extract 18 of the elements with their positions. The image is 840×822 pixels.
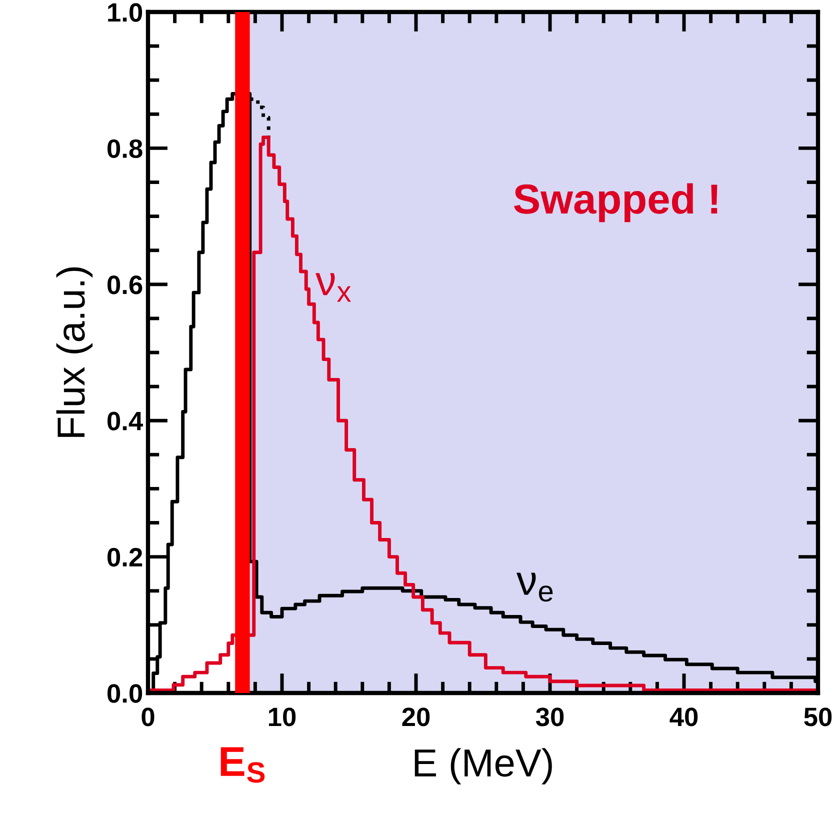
y-tick-label: 0.2 xyxy=(108,548,142,567)
y-tick-label: 0.8 xyxy=(108,139,142,158)
band-label: E$_{S}$ xyxy=(220,747,265,783)
annotation: ν$_{e}$ xyxy=(516,572,553,602)
annotation: Swapped ! xyxy=(514,183,718,222)
x-axis-title: E (MeV) xyxy=(414,748,552,784)
annotation: ν$_{x}$ xyxy=(316,273,351,302)
x-tick-label: 50 xyxy=(804,708,832,726)
y-tick-label: 0.6 xyxy=(108,276,142,294)
y-tick-label: 1.0 xyxy=(108,3,142,22)
y-tick-label: 0.0 xyxy=(108,684,142,703)
x-tick-label: 30 xyxy=(536,708,564,726)
x-tick-label: 10 xyxy=(268,708,296,726)
y-tick-label: 0.4 xyxy=(108,412,143,430)
x-tick-label: 20 xyxy=(402,708,430,726)
y-axis-title: Flux (a.u.) xyxy=(56,267,93,437)
x-tick-label: 0 xyxy=(142,708,154,726)
x-tick-label: 40 xyxy=(670,708,698,726)
